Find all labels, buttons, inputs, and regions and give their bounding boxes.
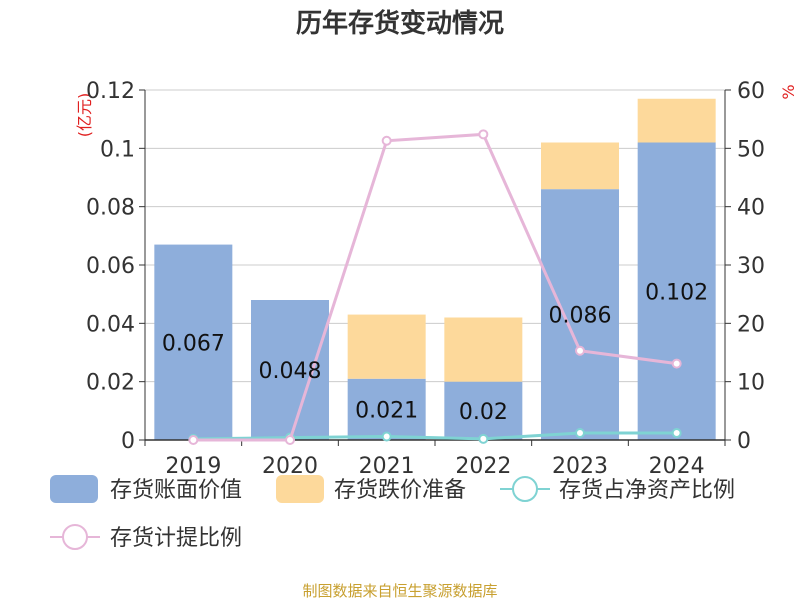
legend-label-impairment: 存货跌价准备 — [334, 478, 466, 503]
left-tick-label: 0.08 — [86, 196, 135, 221]
bar-data-label: 0.021 — [355, 398, 418, 423]
provision-ratio-point — [285, 435, 295, 445]
provision-ratio-point — [671, 358, 682, 369]
bar-book-value — [347, 378, 426, 440]
x-tick-label: 2021 — [359, 454, 415, 479]
net-asset-ratio-line — [193, 431, 677, 441]
left-tick-label: 0.12 — [86, 79, 135, 104]
right-tick-label: 60 — [737, 79, 765, 104]
right-tick-label: 40 — [737, 196, 765, 221]
left-tick-label: 0.04 — [86, 312, 135, 337]
bar-data-label: 0.102 — [645, 280, 708, 305]
bar-impairment — [444, 317, 523, 382]
provision-ratio-point — [381, 135, 392, 146]
right-tick-label: 30 — [737, 254, 765, 279]
left-tick-label: 0.06 — [86, 254, 135, 279]
source-note: 制图数据来自恒生聚源数据库 — [302, 582, 497, 600]
x-tick-label: 2022 — [455, 454, 511, 479]
bar-impairment — [541, 142, 619, 190]
legend-label-book-value: 存货账面价值 — [110, 478, 242, 503]
chart-title: 历年存货变动情况 — [296, 8, 504, 39]
right-axis-unit: % — [779, 84, 798, 99]
legend-provision-ratio-marker — [62, 524, 88, 550]
bar-book-value — [251, 300, 329, 440]
bar-impairment — [637, 98, 716, 143]
axes: 0 0.02 0.04 0.06 0.08 0.1 0.12 0 10 20 30 40 50 60 201… — [86, 79, 765, 479]
legend-swatch-book-value — [50, 475, 98, 503]
net-asset-ratio-point — [381, 431, 392, 442]
x-tick-label: 2019 — [165, 454, 221, 479]
legend-net-asset-ratio-marker — [512, 476, 538, 502]
bar-data-label: 0.02 — [459, 400, 508, 425]
legend-swatch-impairment — [276, 475, 324, 503]
provision-ratio-point — [188, 435, 199, 445]
right-tick-label: 20 — [737, 312, 765, 337]
bar-book-value — [541, 189, 619, 440]
provision-ratio-point — [478, 129, 489, 140]
x-tick-label: 2023 — [552, 454, 608, 479]
bar-impairment — [347, 314, 426, 379]
left-tick-label: 0.1 — [100, 137, 135, 162]
legend-label-provision-ratio: 存货计提比例 — [110, 526, 242, 551]
left-tick-label: 0 — [121, 429, 135, 454]
provision-ratio-line — [193, 132, 677, 442]
bars — [154, 98, 716, 440]
bar-book-value — [444, 381, 523, 440]
provision-ratio-point — [575, 345, 585, 356]
right-tick-label: 0 — [737, 429, 751, 454]
right-tick-label: 10 — [737, 371, 765, 396]
bar-data-label: 0.048 — [259, 359, 322, 384]
left-axis-unit: (亿元) — [75, 93, 94, 138]
x-tick-label: 2024 — [649, 454, 705, 479]
net-asset-ratio-point — [671, 428, 682, 438]
net-asset-ratio-point — [575, 428, 585, 438]
net-asset-ratio-point — [478, 433, 489, 444]
bar-book-value — [154, 244, 233, 440]
bar-book-value — [637, 142, 716, 440]
legend-label-net-asset-ratio: 存货占净资产比例 — [559, 478, 735, 503]
lines — [188, 129, 682, 445]
data-labels: 0.067 0.048 0.021 0.02 0.086 0.102 — [162, 280, 708, 425]
right-tick-label: 50 — [737, 137, 765, 162]
bar-data-label: 0.067 — [162, 331, 225, 356]
left-tick-label: 0.02 — [86, 371, 135, 396]
x-tick-label: 2020 — [262, 454, 318, 479]
bar-data-label: 0.086 — [549, 304, 612, 329]
